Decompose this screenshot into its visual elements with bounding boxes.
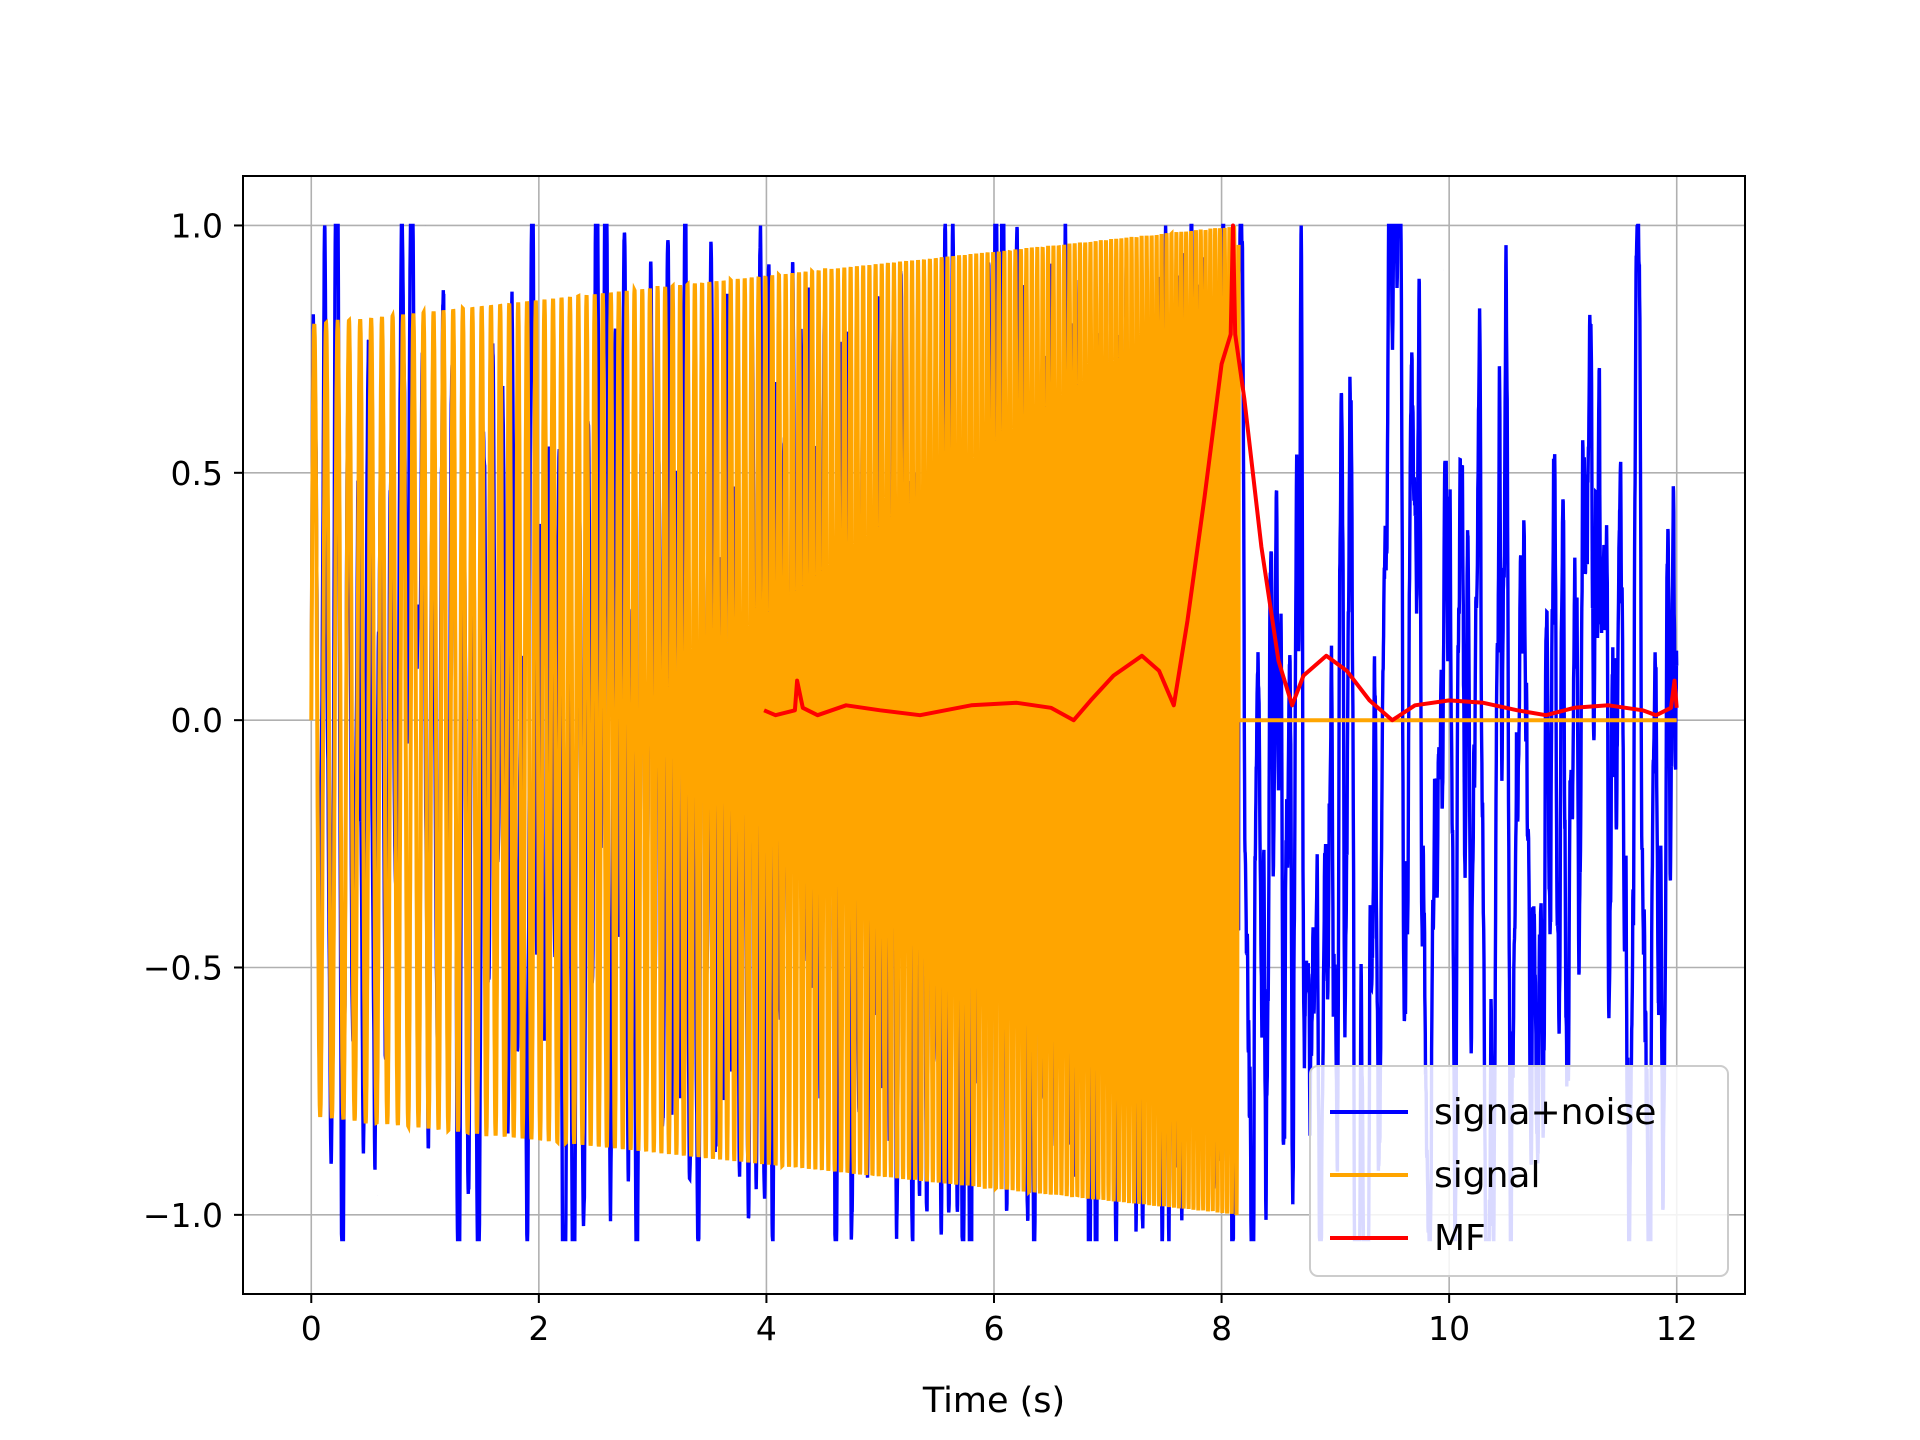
series-layer	[309, 223, 1679, 1242]
y-tick-label: −0.5	[143, 949, 223, 988]
y-tick-label: 1.0	[171, 206, 223, 245]
x-tick-label: 12	[1656, 1309, 1698, 1348]
x-tick-label: 0	[301, 1309, 322, 1348]
series-line-signal	[309, 226, 1677, 1216]
y-tick-label: −1.0	[143, 1196, 223, 1235]
legend-label: signal	[1434, 1155, 1541, 1196]
x-axis-label: Time (s)	[922, 1381, 1065, 1421]
legend: signa+noise signal MF	[1309, 1065, 1729, 1277]
legend-label: signa+noise	[1434, 1092, 1656, 1133]
x-tick-label: 2	[528, 1309, 549, 1348]
legend-box	[1309, 1065, 1729, 1277]
x-tick-label: 6	[984, 1309, 1005, 1348]
legend-label: MF	[1434, 1218, 1486, 1259]
x-tick-label: 10	[1428, 1309, 1470, 1348]
y-tick-label: 0.5	[171, 454, 223, 493]
y-tick-label: 0.0	[171, 701, 223, 740]
ticks: 0 2 4 6 8 10 12 1.0 0.5 0.0 −0.5 −1.0	[143, 206, 1698, 1348]
x-tick-label: 4	[756, 1309, 777, 1348]
x-tick-label: 8	[1211, 1309, 1232, 1348]
